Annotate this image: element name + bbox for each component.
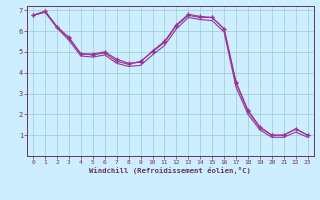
X-axis label: Windchill (Refroidissement éolien,°C): Windchill (Refroidissement éolien,°C) <box>90 167 251 174</box>
